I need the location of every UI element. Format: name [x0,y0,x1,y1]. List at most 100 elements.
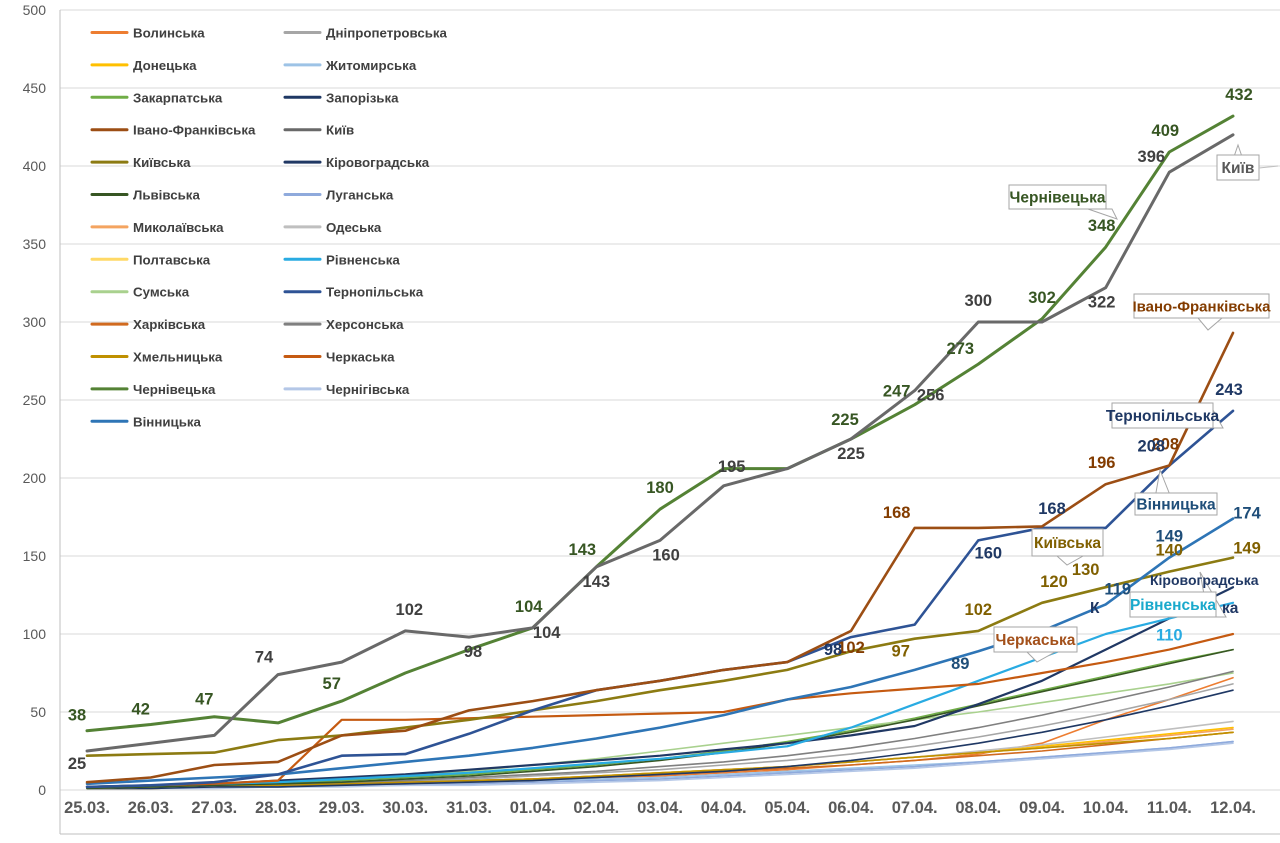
svg-text:174: 174 [1233,505,1261,523]
svg-text:140: 140 [1156,542,1184,560]
svg-text:Івано-Франківська: Івано-Франківська [1132,299,1271,316]
svg-text:208: 208 [1138,438,1166,456]
svg-text:03.04.: 03.04. [637,799,683,817]
svg-text:31.03.: 31.03. [446,799,492,817]
svg-text:Київ: Київ [1222,160,1255,177]
svg-text:25: 25 [68,755,86,773]
svg-text:07.04.: 07.04. [892,799,938,817]
svg-text:160: 160 [975,544,1003,562]
svg-text:322: 322 [1088,294,1116,312]
svg-text:08.04.: 08.04. [955,799,1001,817]
svg-text:50: 50 [30,704,46,720]
svg-text:409: 409 [1152,122,1180,140]
svg-text:Кіровоградська: Кіровоградська [1150,572,1259,588]
svg-text:102: 102 [965,601,993,619]
svg-text:110: 110 [1156,626,1183,644]
svg-text:98: 98 [464,643,482,661]
svg-text:300: 300 [23,314,47,330]
svg-text:180: 180 [646,479,674,497]
svg-text:247: 247 [883,383,911,401]
svg-text:102: 102 [396,601,424,619]
svg-text:Київська: Київська [133,155,191,170]
svg-text:Вінницька: Вінницька [1136,497,1216,514]
svg-text:Запорізька: Запорізька [326,90,399,105]
svg-text:143: 143 [583,573,611,591]
svg-text:47: 47 [195,691,213,709]
svg-text:396: 396 [1138,148,1166,166]
svg-text:Тернопільська: Тернопільська [1106,408,1220,425]
svg-text:Івано-Франківська: Івано-Франківська [133,123,256,138]
svg-text:Полтавська: Полтавська [133,252,211,267]
svg-text:10.04.: 10.04. [1083,799,1129,817]
svg-text:Харківська: Харківська [133,317,206,332]
svg-text:09.04.: 09.04. [1019,799,1065,817]
svg-text:Черкаська: Черкаська [996,632,1076,649]
svg-text:02.04.: 02.04. [573,799,619,817]
svg-text:Київська: Київська [1034,535,1101,552]
svg-text:Чернівецька: Чернівецька [1009,190,1105,207]
svg-text:168: 168 [883,504,911,522]
svg-text:Вінницька: Вінницька [133,414,202,429]
svg-text:06.04.: 06.04. [828,799,874,817]
svg-text:11.04.: 11.04. [1147,799,1192,817]
svg-text:25.03.: 25.03. [64,799,110,817]
svg-text:04.04.: 04.04. [701,799,747,817]
svg-text:12.04.: 12.04. [1210,799,1256,817]
svg-text:256: 256 [917,387,945,405]
svg-text:195: 195 [718,458,746,476]
svg-text:400: 400 [23,158,47,174]
svg-text:196: 196 [1088,454,1116,472]
svg-text:Волинська: Волинська [133,26,205,41]
svg-text:Миколаївська: Миколаївська [133,220,224,235]
svg-text:0: 0 [38,782,46,798]
svg-text:Київ: Київ [326,123,354,138]
svg-text:Закарпатська: Закарпатська [133,90,223,105]
svg-text:Львівська: Львівська [133,188,200,203]
svg-text:302: 302 [1028,289,1056,307]
svg-text:250: 250 [23,392,47,408]
svg-text:150: 150 [23,548,47,564]
svg-text:89: 89 [951,655,969,673]
svg-text:104: 104 [533,624,561,642]
svg-text:30.03.: 30.03. [382,799,428,817]
svg-text:Чернівецька: Чернівецька [133,382,216,397]
svg-text:Дніпропетровська: Дніпропетровська [326,26,448,41]
svg-text:28.03.: 28.03. [255,799,301,817]
svg-text:348: 348 [1088,217,1116,235]
svg-text:Рівненська: Рівненська [326,252,400,267]
svg-text:Донецька: Донецька [133,58,197,73]
svg-text:57: 57 [323,675,341,693]
svg-text:01.04.: 01.04. [510,799,556,817]
svg-text:500: 500 [23,2,47,18]
svg-text:225: 225 [837,445,865,463]
svg-text:26.03.: 26.03. [128,799,174,817]
svg-text:273: 273 [947,340,975,358]
svg-text:38: 38 [68,707,86,725]
svg-text:200: 200 [23,470,47,486]
svg-text:Одеська: Одеська [326,220,382,235]
svg-text:ка: ка [1222,600,1239,617]
svg-text:Черкаська: Черкаська [326,350,395,365]
svg-text:Луганська: Луганська [326,188,394,203]
svg-text:225: 225 [831,411,859,429]
svg-text:К: К [1090,600,1100,617]
svg-text:100: 100 [23,626,47,642]
svg-text:42: 42 [132,701,150,719]
svg-text:97: 97 [892,643,910,661]
svg-text:Хмельницька: Хмельницька [133,350,223,365]
svg-text:Херсонська: Херсонська [326,317,404,332]
svg-text:243: 243 [1215,381,1243,399]
svg-text:05.04.: 05.04. [764,799,810,817]
svg-text:300: 300 [965,292,993,310]
svg-text:74: 74 [255,649,274,667]
svg-text:130: 130 [1072,561,1100,579]
svg-text:168: 168 [1038,500,1066,518]
svg-text:350: 350 [23,236,47,252]
svg-text:450: 450 [23,80,47,96]
svg-text:104: 104 [515,598,543,616]
svg-text:27.03.: 27.03. [191,799,237,817]
svg-text:29.03.: 29.03. [319,799,365,817]
svg-text:Кіровоградська: Кіровоградська [326,155,430,170]
svg-text:Тернопільська: Тернопільська [326,285,424,300]
svg-text:Сумська: Сумська [133,285,190,300]
